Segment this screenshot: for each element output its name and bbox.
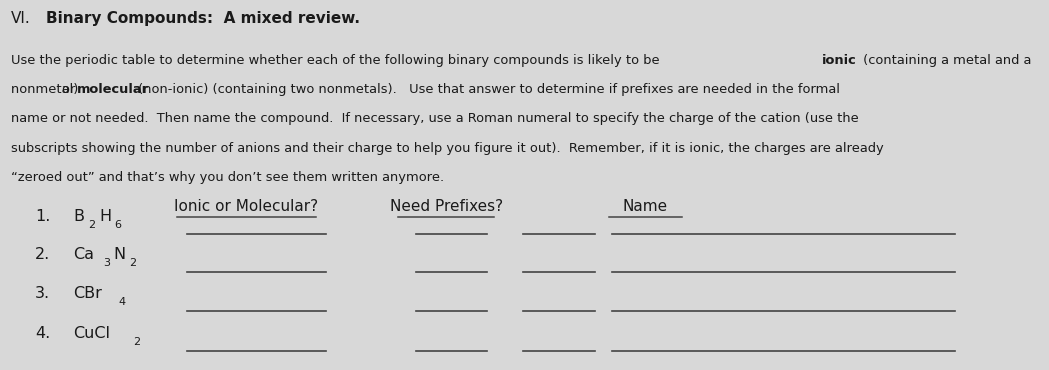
Text: 2: 2 xyxy=(88,220,95,230)
Text: VI.: VI. xyxy=(10,11,30,26)
Text: molecular: molecular xyxy=(78,83,149,96)
Text: 4: 4 xyxy=(119,297,125,307)
Text: 3: 3 xyxy=(103,258,110,269)
Text: Ca: Ca xyxy=(73,248,94,262)
Text: H: H xyxy=(99,209,111,224)
Text: Need Prefixes?: Need Prefixes? xyxy=(389,199,502,214)
Text: ionic: ionic xyxy=(822,54,857,67)
Text: 3.: 3. xyxy=(35,286,50,301)
Text: 2.: 2. xyxy=(35,248,50,262)
Text: name or not needed.  Then name the compound.  If necessary, use a Roman numeral : name or not needed. Then name the compou… xyxy=(10,112,859,125)
Text: 1.: 1. xyxy=(35,209,50,224)
Text: Name: Name xyxy=(623,199,668,214)
Text: Ionic or Molecular?: Ionic or Molecular? xyxy=(174,199,319,214)
Text: (non-ionic) (containing two nonmetals).   Use that answer to determine if prefix: (non-ionic) (containing two nonmetals). … xyxy=(134,83,840,96)
Text: 2: 2 xyxy=(129,258,135,269)
Text: “zeroed out” and that’s why you don’t see them written anymore.: “zeroed out” and that’s why you don’t se… xyxy=(10,171,444,184)
Text: Binary Compounds:  A mixed review.: Binary Compounds: A mixed review. xyxy=(45,11,360,26)
Text: 4.: 4. xyxy=(35,326,50,342)
Text: (containing a metal and a: (containing a metal and a xyxy=(859,54,1032,67)
Text: Use the periodic table to determine whether each of the following binary compoun: Use the periodic table to determine whet… xyxy=(10,54,664,67)
Text: subscripts showing the number of anions and their charge to help you figure it o: subscripts showing the number of anions … xyxy=(10,142,883,155)
Text: 6: 6 xyxy=(113,220,121,230)
Text: B: B xyxy=(73,209,85,224)
Text: 2: 2 xyxy=(133,337,141,347)
Text: or: or xyxy=(62,83,80,96)
Text: nonmetal): nonmetal) xyxy=(10,83,83,96)
Text: CuCl: CuCl xyxy=(73,326,110,342)
Text: N: N xyxy=(113,248,126,262)
Text: CBr: CBr xyxy=(73,286,103,301)
